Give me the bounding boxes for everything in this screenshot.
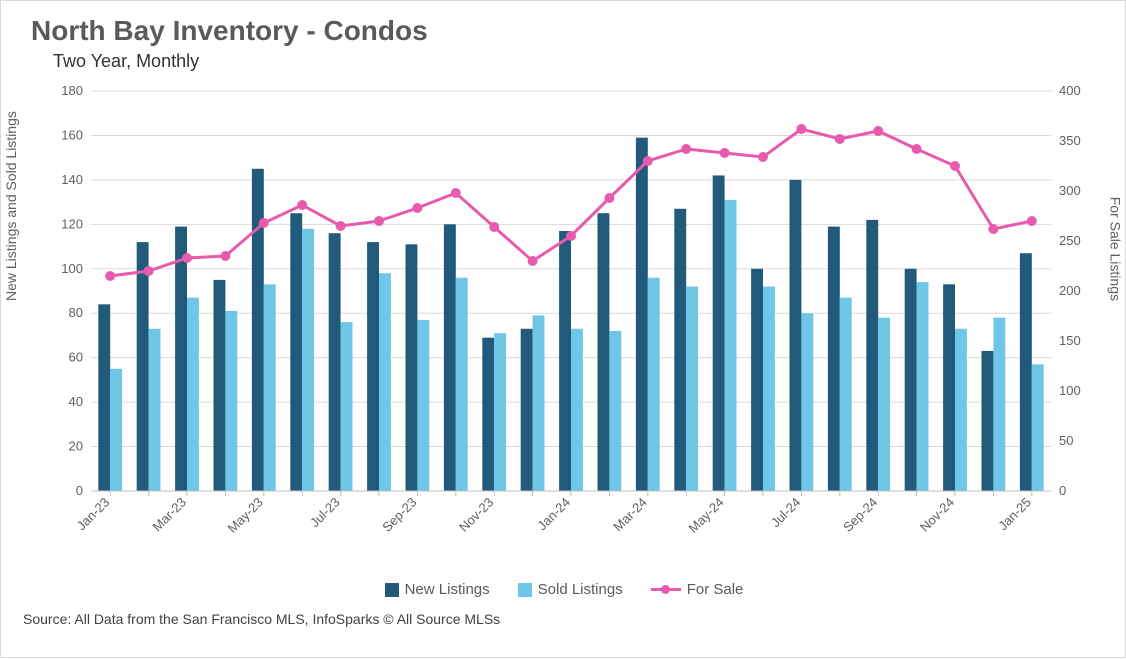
svg-text:120: 120	[61, 216, 83, 231]
svg-text:Jan-25: Jan-25	[995, 495, 1034, 534]
legend-swatch-new-listings	[385, 583, 399, 597]
legend-swatch-for-sale	[651, 583, 681, 597]
svg-text:40: 40	[69, 394, 83, 409]
svg-text:100: 100	[61, 261, 83, 276]
svg-text:50: 50	[1059, 433, 1073, 448]
legend-swatch-sold-listings	[518, 583, 532, 597]
svg-text:Nov-23: Nov-23	[456, 495, 496, 535]
svg-text:160: 160	[61, 127, 83, 142]
svg-text:400: 400	[1059, 83, 1081, 98]
svg-text:80: 80	[69, 305, 83, 320]
svg-text:100: 100	[1059, 383, 1081, 398]
legend-dot-icon	[661, 585, 670, 594]
legend-label-new-listings: New Listings	[405, 581, 490, 598]
legend-item-for-sale: For Sale	[651, 581, 744, 598]
svg-text:Jul-24: Jul-24	[768, 495, 804, 531]
svg-text:Nov-24: Nov-24	[917, 495, 957, 535]
svg-text:Jul-23: Jul-23	[307, 495, 343, 531]
svg-text:Jan-24: Jan-24	[534, 495, 573, 534]
svg-text:180: 180	[61, 83, 83, 98]
svg-text:20: 20	[69, 439, 83, 454]
svg-text:60: 60	[69, 350, 83, 365]
legend: New Listings Sold Listings For Sale	[1, 581, 1126, 598]
svg-text:140: 140	[61, 172, 83, 187]
legend-item-new-listings: New Listings	[385, 581, 490, 598]
svg-text:150: 150	[1059, 333, 1081, 348]
svg-text:0: 0	[76, 483, 83, 498]
chart-frame: North Bay Inventory - Condos Two Year, M…	[0, 0, 1126, 658]
svg-text:350: 350	[1059, 133, 1081, 148]
svg-text:Mar-23: Mar-23	[149, 495, 189, 535]
legend-label-for-sale: For Sale	[687, 581, 744, 598]
chart-svg: 0 20 40 60 80 100 120 140 160 180 0 50 100 150 200 250 3…	[1, 1, 1126, 659]
legend-label-sold-listings: Sold Listings	[538, 581, 623, 598]
svg-text:0: 0	[1059, 483, 1066, 498]
svg-text:May-24: May-24	[685, 495, 726, 536]
svg-text:Jan-23: Jan-23	[74, 495, 113, 534]
svg-text:300: 300	[1059, 183, 1081, 198]
svg-text:Mar-24: Mar-24	[610, 495, 650, 535]
source-line: Source: All Data from the San Francisco …	[23, 611, 500, 627]
svg-text:250: 250	[1059, 233, 1081, 248]
svg-text:200: 200	[1059, 283, 1081, 298]
legend-item-sold-listings: Sold Listings	[518, 581, 623, 598]
svg-text:May-23: May-23	[225, 495, 266, 536]
svg-text:Sep-23: Sep-23	[379, 495, 419, 535]
svg-text:Sep-24: Sep-24	[840, 495, 880, 535]
